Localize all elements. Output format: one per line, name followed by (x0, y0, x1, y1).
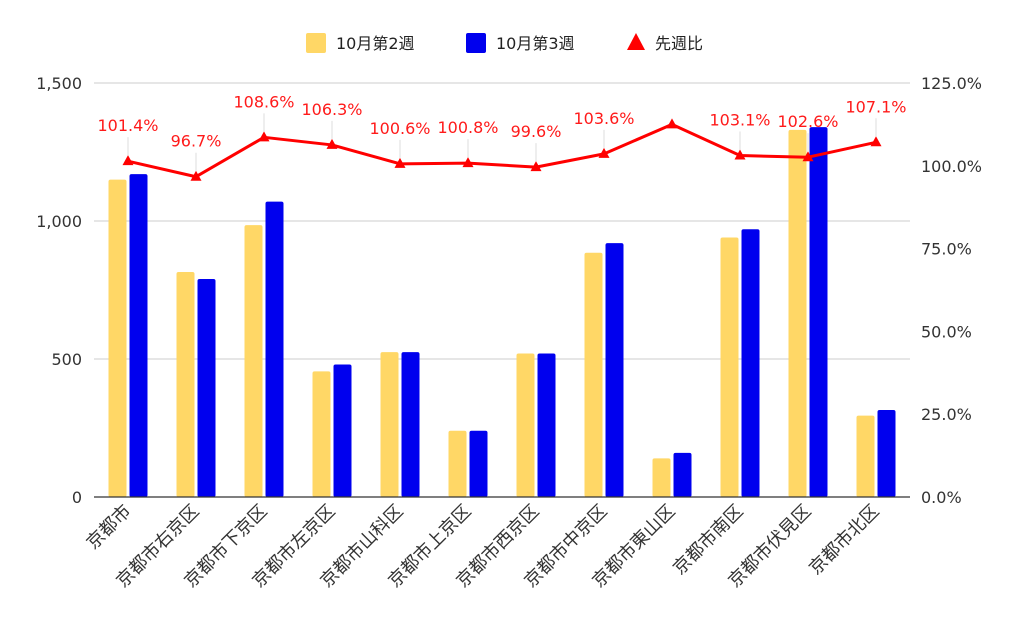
ratio-data-label: 102.6% (777, 112, 838, 131)
legend-label-series2: 10月第3週 (496, 34, 575, 53)
bar-series1 (312, 371, 331, 497)
bar-series2 (673, 452, 692, 497)
ratio-data-label: 101.4% (97, 116, 158, 135)
ratio-point (530, 161, 542, 172)
ratio-series-line (127, 122, 877, 179)
y-left-tick-label: 0 (72, 488, 82, 507)
bar-series2 (469, 430, 488, 497)
bar-series1 (108, 179, 127, 497)
y-right-tick-label: 50.0% (921, 322, 972, 341)
y-right-tick-label: 75.0% (921, 240, 972, 259)
legend-label-ratio: 先週比 (655, 34, 703, 53)
ratio-point (598, 147, 610, 158)
ratio-data-label: 100.6% (369, 119, 430, 138)
bar-series2 (265, 201, 284, 497)
y-left-tick-label: 500 (51, 350, 82, 369)
legend-swatch-series2 (466, 33, 486, 53)
category-label: 京都市 (83, 501, 136, 554)
ratio-data-label: 107.1% (845, 97, 906, 116)
y-right-tick-label: 100.0% (921, 157, 982, 176)
ratio-data-label: 99.6% (511, 122, 562, 141)
ratio-point (394, 157, 406, 168)
gridlines (94, 82, 910, 360)
bar-series2 (605, 243, 624, 497)
ratio-point (802, 151, 814, 162)
ratio-point (326, 138, 338, 149)
ratio-point (734, 149, 746, 160)
bar-series1 (788, 129, 807, 498)
legend-marker-ratio (627, 33, 645, 50)
ratio-data-label: 100.8% (437, 118, 498, 137)
ratio-data-label: 103.1% (709, 111, 770, 130)
y-right-tick-label: 25.0% (921, 405, 972, 424)
bar-series1 (380, 352, 399, 497)
bar-series2 (877, 410, 896, 497)
bar-series2 (197, 278, 216, 497)
ratio-point (190, 170, 202, 181)
bar-series1 (176, 272, 195, 497)
bar-series2 (129, 174, 148, 497)
ratio-data-label: 103.6% (573, 109, 634, 128)
y-right-tick-label: 0.0% (921, 488, 962, 507)
legend-swatch-series1 (306, 33, 326, 53)
bar-series2 (741, 229, 760, 497)
bar-series1 (448, 430, 467, 497)
bar-series1 (720, 237, 739, 497)
axes: 0 500 1,000 1,500 0.0% 25.0% 50.0% 75.0% 100.0% 1… (36, 74, 982, 507)
bar-series2 (537, 353, 556, 497)
ratio-point (122, 155, 134, 166)
bar-series2 (809, 127, 828, 497)
legend-label-series1: 10月第2週 (336, 34, 415, 53)
y-right-tick-label: 125.0% (921, 74, 982, 93)
bar-series1 (244, 225, 263, 497)
bar-series1 (516, 353, 535, 497)
bar-series2 (333, 364, 352, 497)
bar-series1 (652, 458, 671, 497)
ratio-data-label: 108.6% (233, 92, 294, 111)
ratio-data-label: 96.7% (171, 132, 222, 151)
ratio-point (666, 118, 678, 129)
bar-series1 (856, 415, 875, 497)
ratio-point (258, 131, 270, 142)
legend: 10月第2週 10月第3週 先週比 (306, 33, 703, 53)
bar-series2 (401, 352, 420, 497)
ratio-point (462, 157, 474, 168)
y-left-tick-label: 1,000 (36, 212, 82, 231)
category-labels: 京都市京都市右京区京都市下京区京都市左京区京都市山科区京都市上京区京都市西京区京… (83, 501, 884, 592)
ratio-point (870, 136, 882, 147)
ratio-line (122, 118, 882, 181)
bars (108, 127, 896, 498)
ratio-data-label: 106.3% (301, 100, 362, 119)
category-label: 京都市北区 (805, 501, 883, 579)
bar-series1 (584, 252, 603, 497)
y-left-tick-label: 1,500 (36, 74, 82, 93)
ratio-labels: 101.4% 96.7% 108.6% 106.3% 100.6% 100.8% 99.6%… (97, 92, 907, 171)
